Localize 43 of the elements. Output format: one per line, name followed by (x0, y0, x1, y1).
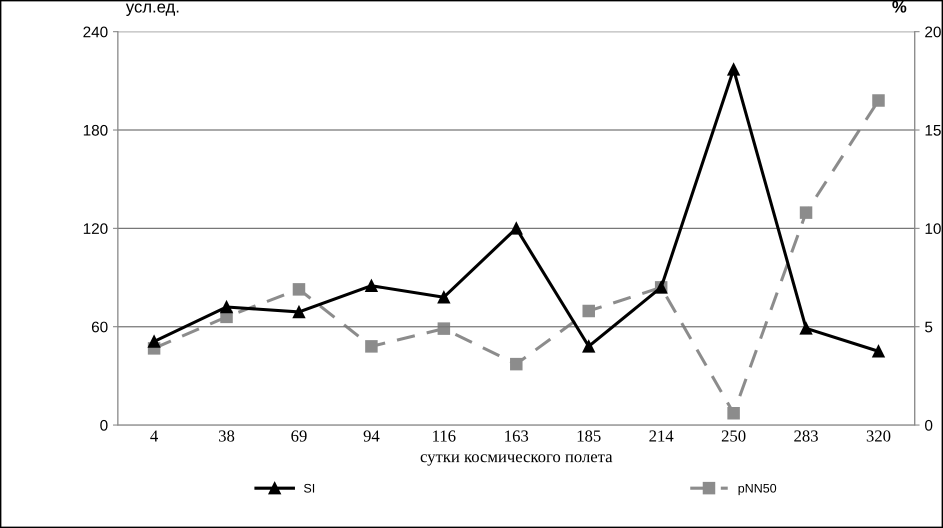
x-tick-label: 116 (433, 430, 456, 442)
x-tick-label: 38 (219, 430, 234, 442)
y2-tick-label: 0 (925, 420, 932, 431)
x-axis-title: сутки космического полета (420, 454, 612, 466)
point (510, 358, 523, 370)
legend-label: SI (304, 484, 314, 493)
y2-tick-label: 20 (925, 26, 941, 38)
x-tick-label: 250 (722, 430, 746, 442)
x-tick-label: 320 (866, 430, 890, 442)
y2-tick-label: 10 (926, 223, 941, 234)
y-tick-label: 180 (84, 124, 108, 136)
point (148, 335, 160, 348)
point (582, 340, 595, 353)
y2-tick-label: 5 (925, 322, 932, 332)
legend-label: pNN50 (738, 484, 776, 496)
point (727, 406, 740, 420)
x-tick-label: 185 (578, 430, 601, 442)
y-tick-label: 120 (84, 223, 108, 234)
point (365, 279, 378, 292)
x-tick-label: 4 (150, 430, 158, 442)
point (510, 222, 523, 235)
y-axis-title: усл.ед. (126, 4, 178, 16)
point (292, 306, 306, 318)
x-tick-label: 163 (505, 430, 528, 442)
x-tick-label: 69 (291, 430, 307, 442)
y-tick-label: 0 (100, 420, 108, 431)
y2-tick-label: 15 (926, 125, 941, 136)
y-tick-label: 240 (83, 26, 108, 38)
y2-axis-title: % (892, 0, 906, 13)
y-tick-label: 60 (92, 322, 108, 332)
point (438, 290, 450, 304)
point (292, 283, 306, 296)
point (365, 340, 378, 353)
point (872, 94, 885, 107)
point (800, 322, 812, 335)
point (800, 206, 812, 219)
point (727, 63, 740, 76)
x-tick-label: 94 (364, 430, 380, 442)
point (582, 304, 595, 318)
point (872, 345, 885, 358)
x-tick-label: 283 (794, 430, 818, 442)
point (220, 300, 233, 314)
x-tick-label: 214 (649, 430, 674, 442)
